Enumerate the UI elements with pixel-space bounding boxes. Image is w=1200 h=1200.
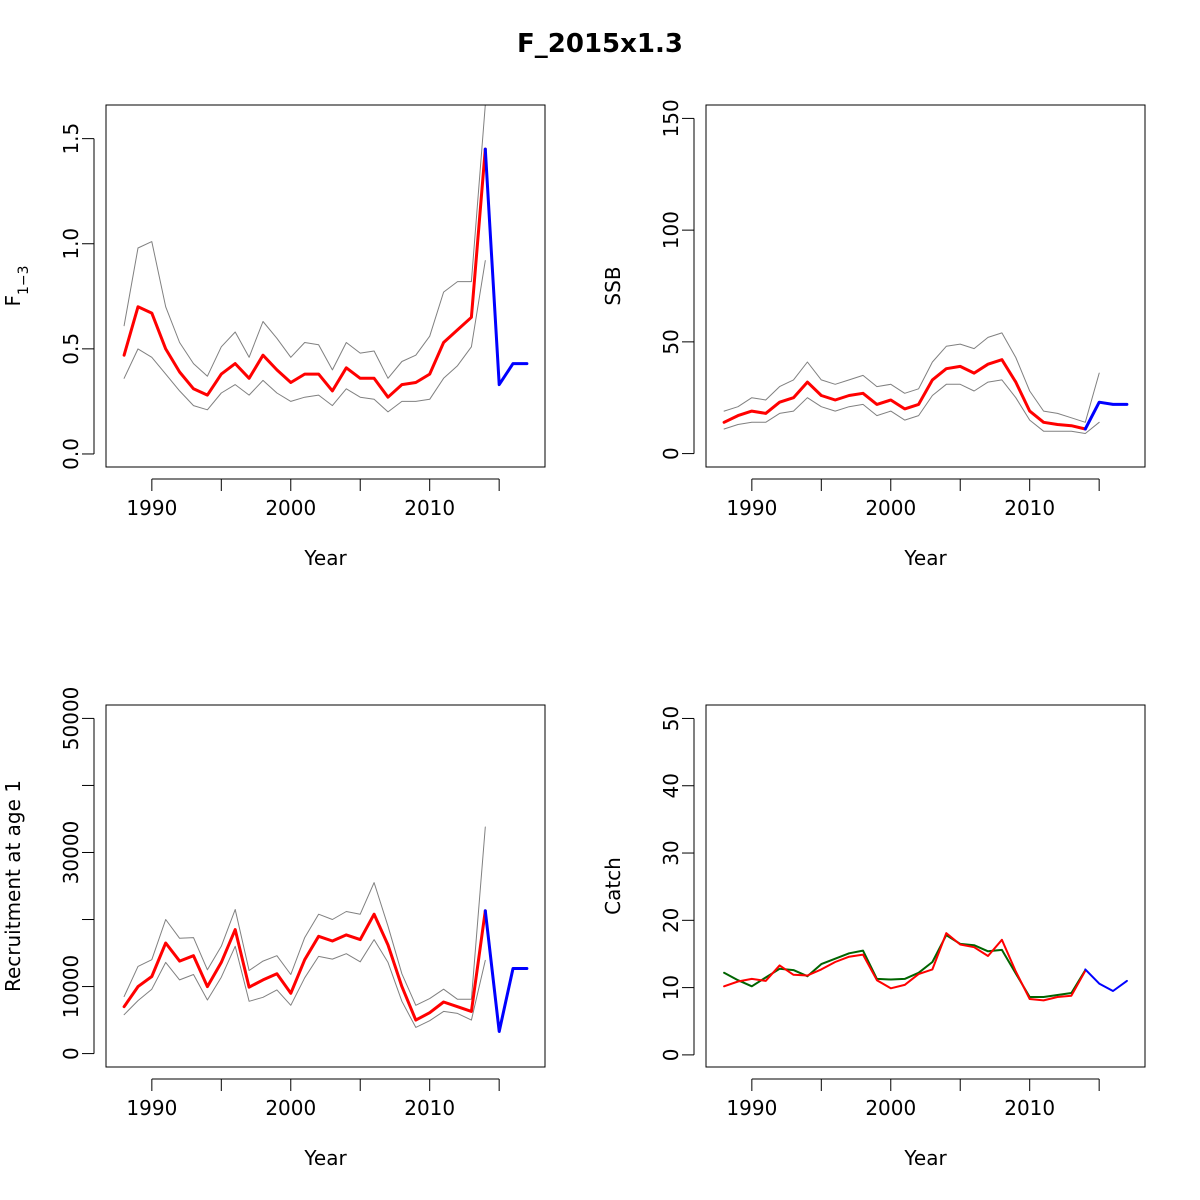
x-tick-label: 2000: [265, 496, 316, 520]
series-line-median: [122, 147, 487, 399]
plot-frame: [705, 104, 1146, 468]
series-line-lower: [123, 939, 486, 1028]
series-line-median: [722, 358, 1087, 431]
figure-title: F_2015x1.3: [517, 29, 683, 59]
series-line-projection: [483, 909, 529, 1033]
y-tick-label: 10: [659, 975, 683, 1000]
y-axis-label: SSB: [601, 266, 625, 305]
series-line-lower: [123, 260, 486, 413]
x-axis-label: Year: [903, 546, 947, 570]
series-line-upper: [123, 105, 486, 379]
chart-panel-recruitment: 1990 2000 2010 Year 0 10000 30000 50000 Recruitm…: [1, 687, 546, 1170]
series-line-projection: [483, 147, 529, 387]
x-tick-label: 1990: [126, 1096, 177, 1120]
chart-panel-catch: 1990 2000 2010 Year 0 10 20 30 40 50 Catch: [601, 704, 1146, 1170]
y-tick-label: 1.5: [59, 123, 83, 155]
series-line-upper: [723, 332, 1100, 423]
x-tick-label: 2010: [1004, 496, 1055, 520]
chart-panel-f: 1990 2000 2010 Year 0.0 0.5 1.0 1.5 F1−3: [1, 104, 546, 570]
x-tick-label: 2000: [265, 1096, 316, 1120]
y-tick-label: 40: [659, 773, 683, 798]
y-axis-label: Catch: [601, 857, 625, 915]
y-tick-label: 1.0: [59, 228, 83, 260]
plot-frame: [105, 704, 546, 1068]
plot-frame: [105, 104, 546, 468]
x-axis-label: Year: [303, 1146, 347, 1170]
x-tick-label: 2000: [865, 1096, 916, 1120]
y-tick-label: 0: [659, 1049, 683, 1062]
x-tick-label: 1990: [726, 1096, 777, 1120]
series-line-lower: [723, 379, 1100, 434]
y-axis-label: Recruitment at age 1: [1, 780, 25, 992]
y-tick-label: 0: [59, 1047, 83, 1060]
x-tick-label: 2010: [404, 1096, 455, 1120]
series-line-projection: [1083, 400, 1129, 431]
y-tick-label: 150: [659, 99, 683, 137]
series-line-projection: [1084, 968, 1128, 992]
chart-panel-ssb: 1990 2000 2010 Year 0 50 100 150 SSB: [601, 99, 1146, 570]
x-axis-label: Year: [903, 1146, 947, 1170]
y-axis-label: F1−3: [1, 265, 32, 306]
y-tick-label: 50: [659, 706, 683, 731]
x-axis-label: Year: [303, 546, 347, 570]
series-line-upper: [123, 826, 486, 1006]
y-tick-label: 10000: [59, 955, 83, 1019]
y-tick-label: 50: [659, 329, 683, 354]
y-tick-label: 0: [659, 447, 683, 460]
y-tick-label: 30: [659, 840, 683, 865]
x-tick-label: 2000: [865, 496, 916, 520]
y-tick-label: 0.5: [59, 333, 83, 365]
x-tick-label: 1990: [726, 496, 777, 520]
x-tick-label: 2010: [404, 496, 455, 520]
series-line-median: [122, 909, 487, 1022]
y-tick-label: 0.0: [59, 438, 83, 470]
x-tick-label: 2010: [1004, 1096, 1055, 1120]
y-tick-label: 30000: [59, 821, 83, 885]
plot-frame: [705, 704, 1146, 1068]
y-axis-label-subscript: 1−3: [16, 265, 32, 295]
series-line-median: [723, 932, 1087, 1002]
y-tick-label: 100: [659, 211, 683, 249]
x-tick-label: 1990: [126, 496, 177, 520]
y-tick-label: 50000: [59, 687, 83, 751]
y-tick-label: 20: [659, 908, 683, 933]
